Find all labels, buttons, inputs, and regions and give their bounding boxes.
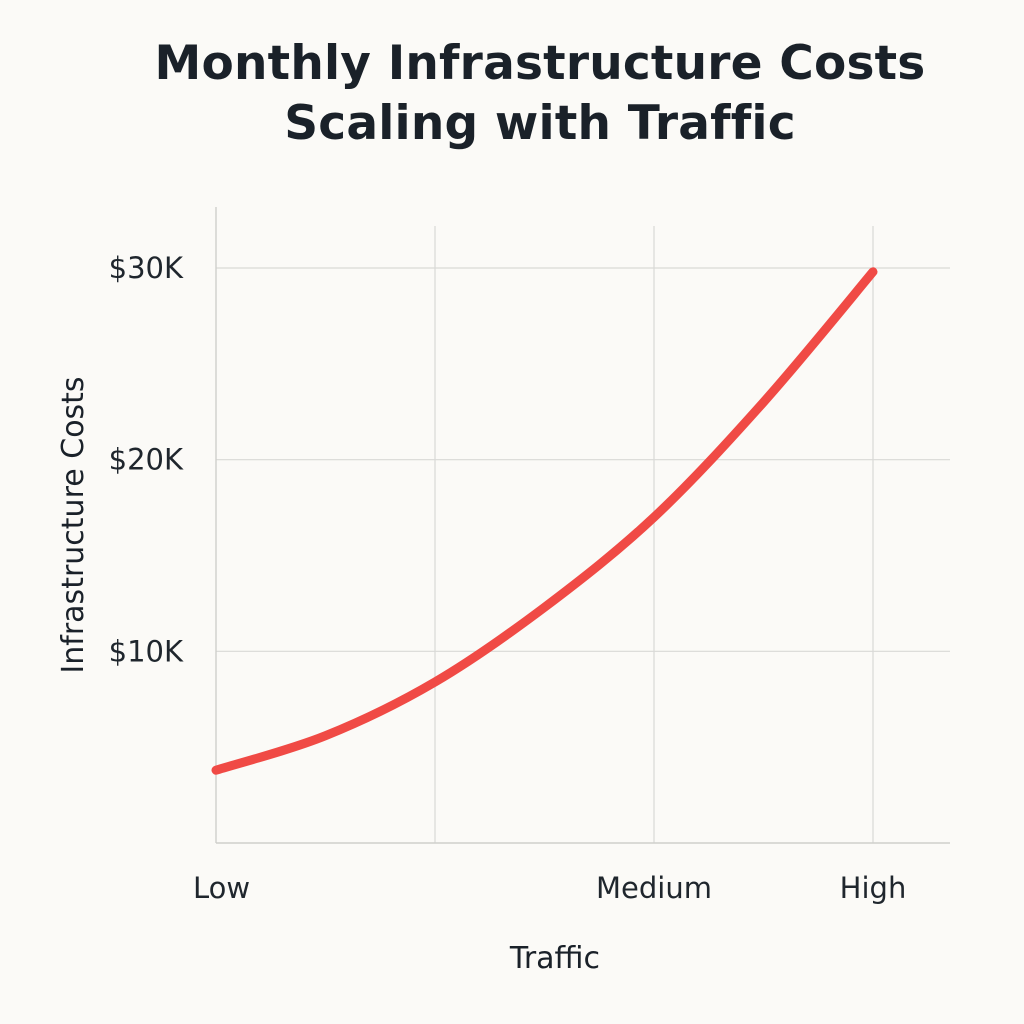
series-line — [211, 267, 878, 775]
y-axis-title: Infrastructure Costs — [56, 376, 91, 673]
chart-title-line-1: Monthly Infrastructure Costs — [154, 36, 926, 91]
tick-layer: $10K $20K $30K Low Medium High — [109, 251, 907, 905]
x-axis-title: Traffic — [509, 941, 600, 976]
chart-title-line-2: Scaling with Traffic — [284, 96, 796, 151]
grid-layer — [216, 226, 950, 843]
chart-title: Monthly Infrastructure Costs Scaling wit… — [0, 34, 1024, 154]
y-tick-label: $10K — [109, 634, 184, 668]
x-tick-label: Low — [193, 871, 250, 905]
x-tick-label: High — [840, 871, 907, 905]
x-tick-label: Medium — [596, 871, 712, 905]
axis-layer — [215, 207, 950, 844]
series-layer — [211, 267, 878, 775]
y-tick-label: $30K — [109, 251, 184, 285]
y-tick-label: $20K — [109, 443, 184, 477]
